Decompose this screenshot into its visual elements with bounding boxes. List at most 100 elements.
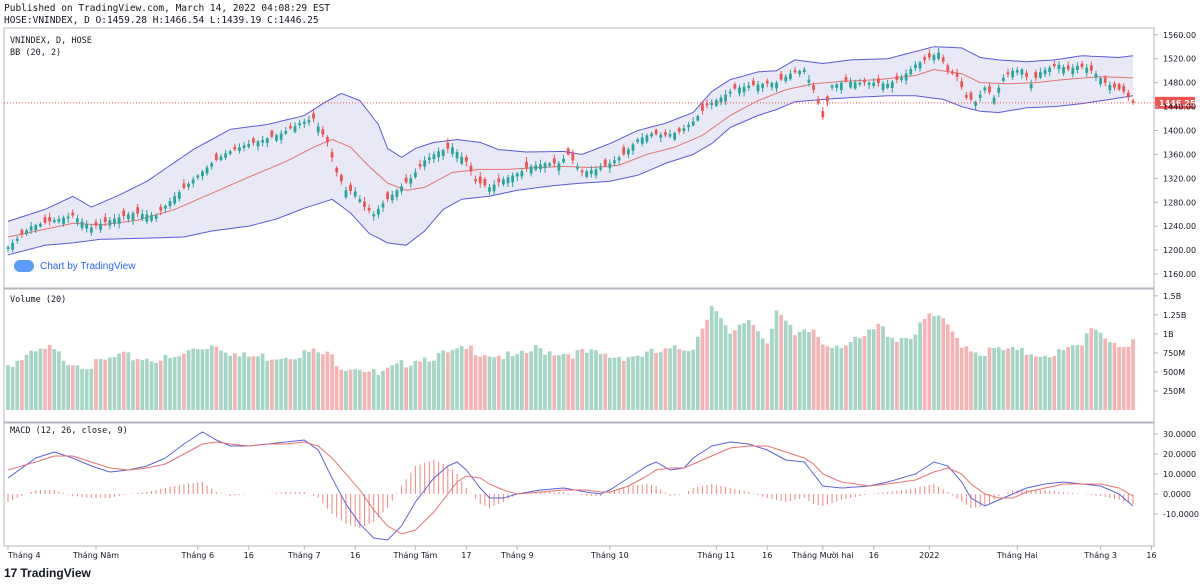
candle-body — [85, 224, 89, 229]
time-tick-label: 16 — [244, 551, 254, 560]
price-tick-label: 1160.00 — [1163, 270, 1196, 279]
candle-body — [284, 130, 288, 134]
volume-bar — [570, 358, 575, 410]
volume-bar — [404, 367, 408, 410]
volume-bar — [612, 357, 617, 410]
volume-bar — [311, 348, 316, 410]
volume-bar — [274, 359, 279, 410]
volume-bar — [52, 348, 57, 410]
candle-body — [566, 148, 570, 155]
volume-bar — [649, 348, 654, 410]
volume-indicator-label[interactable]: Volume (20) — [10, 295, 66, 305]
volume-bar — [293, 359, 297, 410]
volume-bar — [233, 353, 237, 410]
volume-bar — [742, 323, 746, 410]
candle-body — [386, 192, 390, 200]
volume-bar — [858, 338, 862, 410]
volume-bar — [705, 319, 709, 410]
candle-body — [1048, 67, 1052, 73]
candle-body — [548, 163, 552, 166]
volume-bar — [1103, 338, 1108, 410]
candle-body — [622, 147, 626, 155]
footer-brand[interactable]: 17 TradingView — [4, 566, 91, 580]
volume-bar — [131, 360, 135, 410]
macd-indicator-label[interactable]: MACD (12, 26, close, 9) — [10, 426, 128, 436]
volume-bar — [941, 318, 946, 410]
volume-bar — [529, 351, 533, 410]
volume-bar — [348, 369, 353, 410]
candle-body — [15, 238, 19, 241]
volume-bar — [209, 345, 214, 410]
volume-bar — [617, 356, 621, 410]
volume-bar — [774, 310, 779, 410]
bb-indicator-label[interactable]: BB (20, 2) — [10, 48, 61, 58]
volume-bar — [126, 352, 131, 410]
volume-pane[interactable] — [6, 305, 1135, 410]
candle-body — [1020, 69, 1024, 75]
volume-bar — [533, 345, 538, 410]
volume-bar — [1010, 347, 1015, 410]
volume-bar — [714, 311, 719, 410]
candle-body — [344, 190, 348, 198]
volume-bar — [487, 356, 492, 410]
price-tick-label: 1560.00 — [1163, 31, 1196, 40]
price-tick-label: 1320.00 — [1163, 174, 1196, 183]
volume-bar — [80, 369, 84, 410]
candle-body — [89, 227, 93, 233]
volume-bar — [691, 349, 696, 410]
volume-bar — [24, 354, 29, 410]
candle-body — [608, 163, 612, 169]
volume-bar — [1006, 348, 1010, 410]
volume-tick-label: 1B — [1163, 330, 1174, 339]
time-tick-label: Tháng 3 — [1083, 551, 1117, 560]
time-tick-label: 16 — [762, 551, 772, 560]
candle-body — [923, 57, 927, 60]
volume-bar — [70, 365, 75, 410]
candle-body — [228, 151, 232, 154]
candle-body — [964, 95, 968, 98]
candle-body — [11, 242, 15, 250]
volume-bar — [1084, 333, 1089, 410]
volume-bar — [154, 362, 158, 410]
candle-body — [506, 177, 510, 184]
volume-bar — [922, 318, 927, 410]
macd-pane[interactable] — [7, 431, 1134, 541]
candle-body — [219, 156, 223, 160]
candle-body — [728, 91, 732, 94]
candle-body — [1066, 65, 1070, 70]
candle-body — [863, 80, 866, 83]
volume-bar — [450, 350, 455, 410]
price-tick-label: 1200.00 — [1163, 246, 1196, 255]
candle-body — [1034, 72, 1038, 78]
time-tick-label: Tháng Hai — [996, 551, 1038, 560]
time-tick-label: Tháng Mười hai — [791, 550, 853, 560]
volume-bar — [464, 349, 469, 410]
price-pane[interactable]: 1446.25 — [4, 46, 1196, 256]
volume-bar — [695, 336, 700, 410]
volume-bar — [1117, 347, 1121, 410]
candle-body — [446, 142, 450, 149]
candle-body — [951, 71, 954, 74]
volume-bar — [654, 353, 658, 410]
candle-body — [492, 184, 496, 192]
price-tick-label: 1400.00 — [1163, 126, 1196, 135]
volume-bar — [103, 359, 108, 410]
candle-body — [279, 133, 283, 140]
volume-bar — [820, 344, 825, 410]
candle-body — [974, 101, 977, 106]
candle-body — [367, 207, 371, 211]
candle-body — [1076, 65, 1079, 71]
volume-bar — [33, 351, 38, 410]
volume-bar — [1131, 339, 1135, 410]
candle-body — [247, 144, 251, 147]
candle-body — [302, 121, 306, 124]
tradingview-watermark[interactable]: Chart by TradingView — [14, 260, 135, 272]
volume-bar — [228, 355, 233, 410]
volume-bar — [358, 370, 362, 410]
time-tick-label: 2022 — [919, 551, 939, 560]
candle-body — [682, 128, 686, 131]
volume-bar — [473, 355, 478, 410]
volume-bar — [223, 352, 228, 410]
volume-bar — [390, 365, 395, 410]
